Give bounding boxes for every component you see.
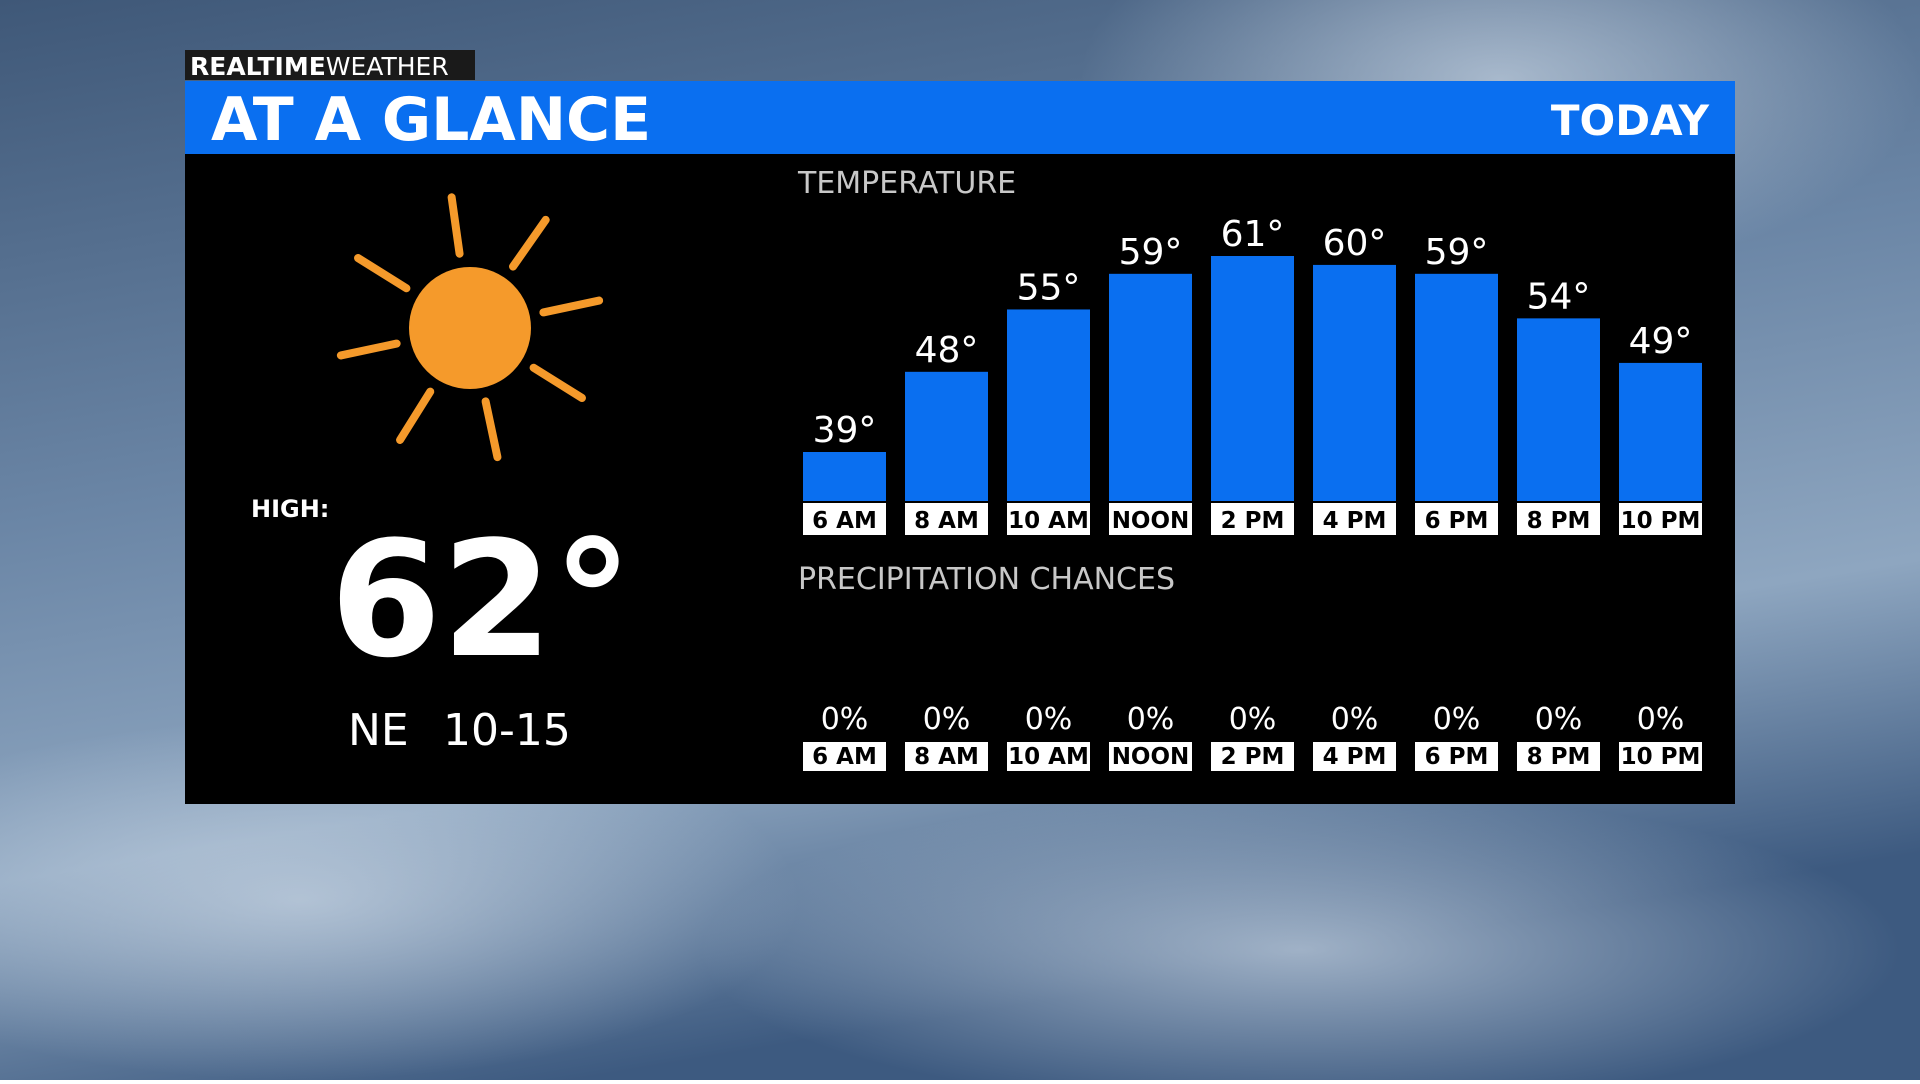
bar — [1619, 362, 1702, 501]
brand: REALTIMEWEATHER — [190, 52, 449, 81]
value-label: 0% — [1127, 702, 1175, 737]
title: AT A GLANCE — [211, 85, 651, 155]
value-label: 55° — [1017, 267, 1081, 308]
category-box — [1211, 503, 1294, 535]
value-label: 59° — [1425, 232, 1489, 273]
sun-ray — [481, 397, 502, 462]
category-label: 6 PM — [1425, 508, 1489, 534]
high-label: HIGH: — [251, 495, 329, 523]
category-label: 2 PM — [1221, 508, 1285, 534]
category-box — [1313, 742, 1396, 771]
category-label: 6 AM — [812, 508, 877, 534]
value-label: 48° — [915, 330, 979, 371]
category-box — [1415, 742, 1498, 771]
value-label: 54° — [1527, 276, 1591, 317]
category-label: 8 AM — [914, 744, 979, 770]
value-label: 0% — [1637, 702, 1685, 737]
category-box — [1007, 742, 1090, 771]
category-label: 8 PM — [1527, 744, 1591, 770]
sun-icon — [336, 193, 604, 462]
value-label: 39° — [813, 410, 877, 451]
value-label: 0% — [1433, 702, 1481, 737]
high-value: 62° — [330, 506, 633, 693]
category-box — [1619, 742, 1702, 771]
value-label: 0% — [923, 702, 971, 737]
value-label: 60° — [1323, 223, 1387, 264]
sun-ray — [509, 215, 550, 271]
value-label: 49° — [1629, 321, 1693, 362]
brand-light: WEATHER — [326, 52, 449, 81]
category-box — [803, 742, 886, 771]
sun-disc — [409, 267, 531, 389]
value-label: 59° — [1119, 232, 1183, 273]
value-label: 0% — [1331, 702, 1379, 737]
bar — [1415, 273, 1498, 501]
category-box — [1109, 742, 1192, 771]
category-box — [803, 503, 886, 535]
sun-ray — [529, 363, 586, 402]
category-label: 4 PM — [1323, 508, 1387, 534]
value-label: 61° — [1221, 214, 1285, 255]
brand-bold: REALTIME — [190, 52, 326, 81]
bar — [905, 371, 988, 501]
bar — [803, 452, 886, 501]
category-box — [1313, 503, 1396, 535]
bar — [1007, 309, 1090, 501]
category-label: 6 AM — [812, 744, 877, 770]
sun-ray — [447, 193, 464, 258]
category-box — [1517, 742, 1600, 771]
category-label: 8 PM — [1527, 508, 1591, 534]
category-label: 10 AM — [1008, 744, 1089, 770]
category-label: 2 PM — [1221, 744, 1285, 770]
wind-speed: 10-15 — [443, 705, 571, 756]
sun-ray — [539, 296, 604, 317]
chart-title: TEMPERATURE — [797, 166, 1016, 201]
value-label: 0% — [1229, 702, 1277, 737]
value-label: 0% — [1025, 702, 1073, 737]
chart-title: PRECIPITATION CHANCES — [798, 562, 1175, 597]
category-label: 6 PM — [1425, 744, 1489, 770]
cloud — [0, 720, 800, 1080]
category-label: 4 PM — [1323, 744, 1387, 770]
value-label: 0% — [1535, 702, 1583, 737]
category-label: 10 PM — [1621, 744, 1701, 770]
category-box — [1619, 503, 1702, 535]
bar — [1211, 256, 1294, 501]
category-box — [905, 742, 988, 771]
sun-ray — [336, 339, 401, 360]
category-box — [1007, 503, 1090, 535]
bar — [1313, 264, 1396, 501]
header-bar — [185, 81, 1735, 154]
bar — [1517, 318, 1600, 501]
category-box — [905, 503, 988, 535]
wind-direction: NE — [348, 705, 409, 756]
sun-ray — [354, 254, 411, 293]
category-label: NOON — [1112, 744, 1190, 770]
sun-ray — [396, 387, 435, 444]
category-box — [1415, 503, 1498, 535]
category-box — [1517, 503, 1600, 535]
bar — [1109, 273, 1192, 501]
category-label: 10 PM — [1621, 508, 1701, 534]
cloud — [700, 790, 1900, 1084]
category-label: 10 AM — [1008, 508, 1089, 534]
brand-tag — [185, 50, 475, 80]
category-box — [1109, 503, 1192, 535]
category-label: 8 AM — [914, 508, 979, 534]
period: TODAY — [1551, 96, 1710, 145]
category-label: NOON — [1112, 508, 1190, 534]
value-label: 0% — [821, 702, 869, 737]
category-box — [1211, 742, 1294, 771]
